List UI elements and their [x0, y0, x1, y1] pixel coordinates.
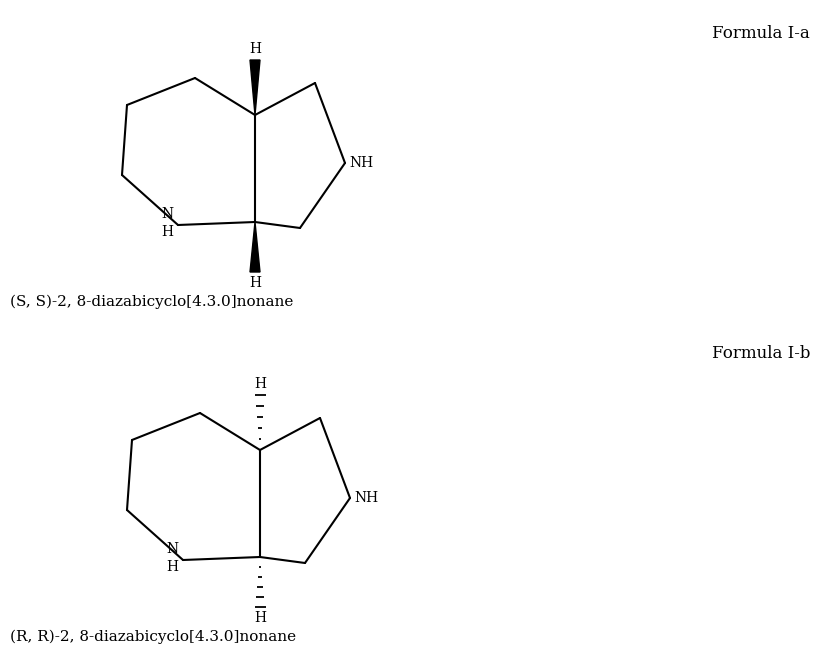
Text: H: H [249, 276, 261, 290]
Text: N: N [161, 207, 173, 221]
Text: NH: NH [354, 491, 378, 505]
Polygon shape [250, 222, 260, 272]
Text: H: H [161, 225, 173, 239]
Text: H: H [254, 377, 266, 391]
Text: H: H [249, 42, 261, 56]
Text: (R, R)-2, 8-diazabicyclo[4.3.0]nonane: (R, R)-2, 8-diazabicyclo[4.3.0]nonane [10, 630, 296, 644]
Text: H: H [254, 611, 266, 625]
Text: N: N [166, 542, 178, 556]
Text: H: H [166, 560, 178, 574]
Text: Formula I-b: Formula I-b [711, 345, 810, 362]
Text: Formula I-a: Formula I-a [712, 25, 810, 42]
Text: (S, S)-2, 8-diazabicyclo[4.3.0]nonane: (S, S)-2, 8-diazabicyclo[4.3.0]nonane [10, 295, 294, 309]
Polygon shape [250, 60, 260, 115]
Text: NH: NH [349, 156, 373, 170]
